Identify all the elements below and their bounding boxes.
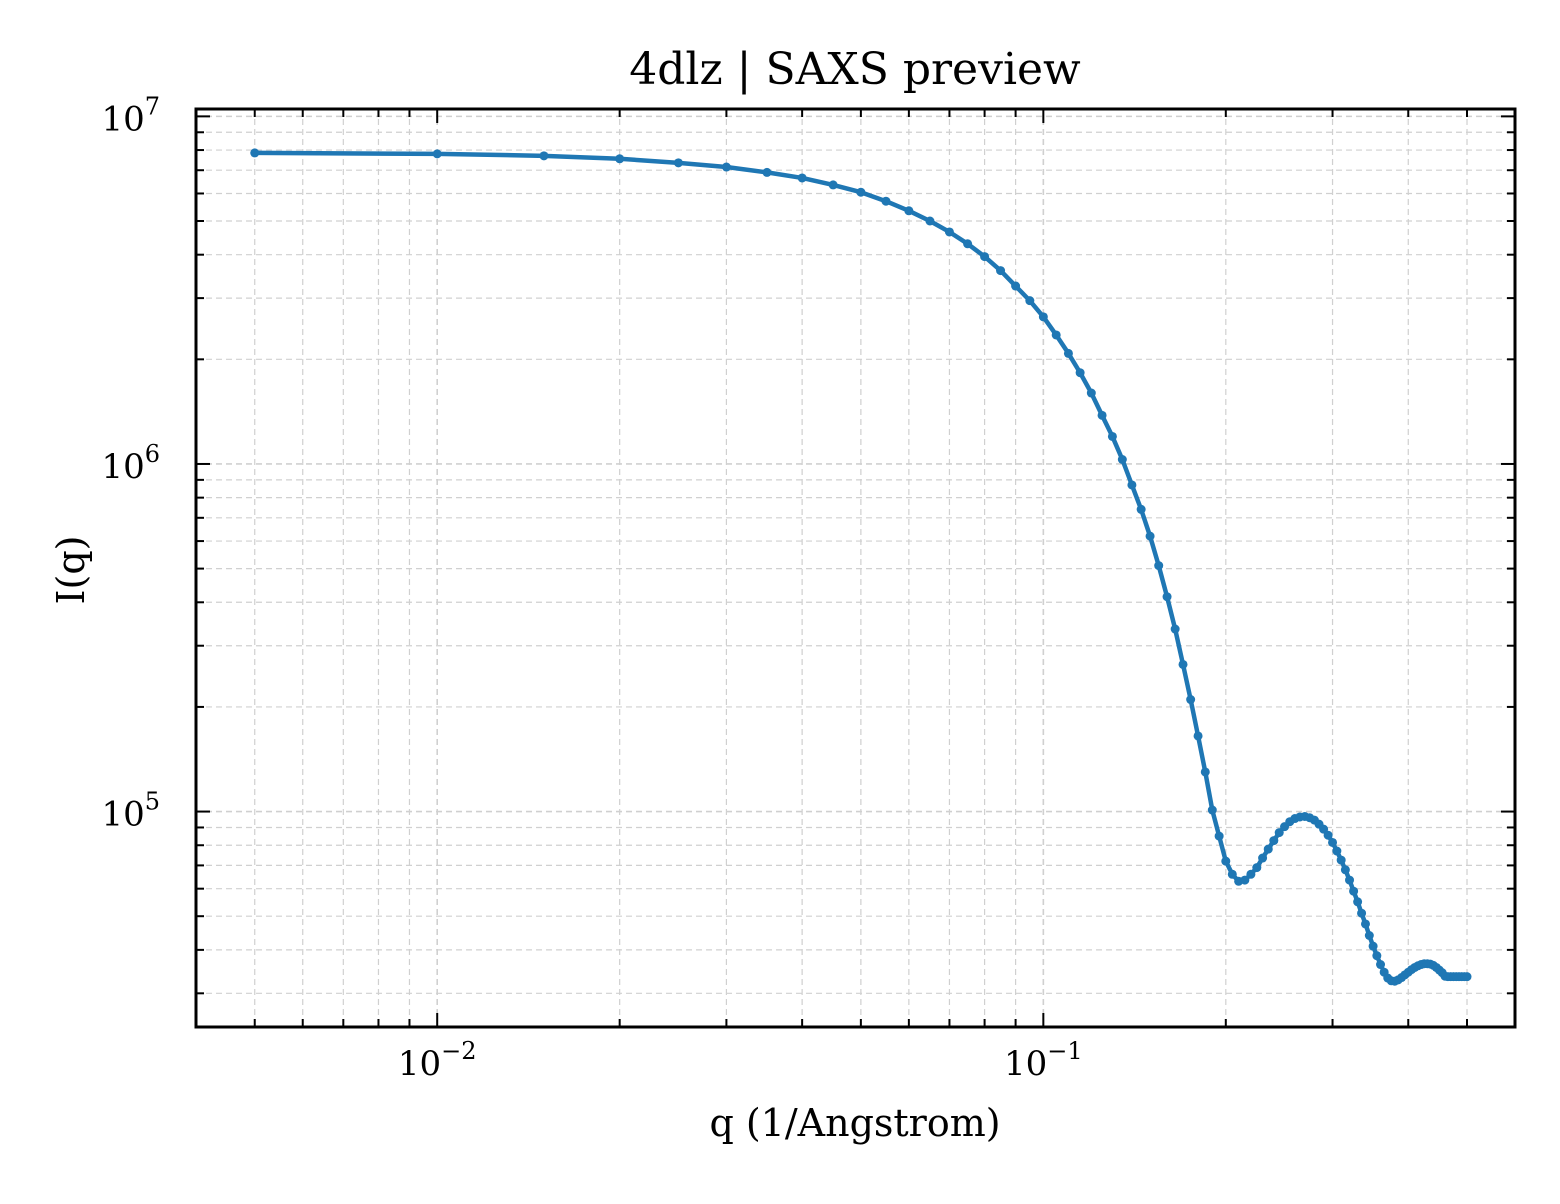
data-point <box>1127 480 1137 490</box>
x-tick-label: 10−1 <box>1004 1037 1083 1084</box>
data-point <box>1368 941 1378 951</box>
x-axis-label: q (1/Angstrom) <box>709 1101 1000 1145</box>
data-point <box>1025 296 1035 306</box>
data-point <box>856 187 866 197</box>
data-point <box>1252 863 1262 873</box>
data-point <box>1162 592 1172 602</box>
data-point <box>1051 330 1061 340</box>
data-point <box>1086 388 1096 398</box>
y-tick-label: 105 <box>101 788 160 835</box>
data-point <box>797 173 807 183</box>
data-point <box>1263 844 1273 854</box>
data-point <box>432 149 442 159</box>
data-point <box>1107 431 1117 441</box>
data-point <box>1193 731 1203 741</box>
data-point <box>925 216 935 226</box>
data-point <box>615 154 625 164</box>
y-tick-label: 107 <box>101 92 160 139</box>
data-point <box>1340 865 1350 875</box>
data-point <box>1357 908 1367 918</box>
data-point <box>1154 561 1164 571</box>
data-point <box>944 227 954 237</box>
grid <box>195 109 1515 1027</box>
data-point <box>1269 836 1279 846</box>
data-point <box>1221 856 1231 866</box>
data-point <box>1178 659 1188 669</box>
data-point <box>1075 368 1085 378</box>
data-point <box>1376 960 1386 970</box>
data-point <box>1246 869 1256 879</box>
series-layer <box>250 148 1472 986</box>
data-point <box>904 206 914 216</box>
data-point <box>1372 951 1382 961</box>
data-point <box>1240 875 1250 885</box>
data-point <box>1323 830 1333 840</box>
data-point <box>1353 897 1363 907</box>
data-point <box>250 148 260 158</box>
data-point <box>996 266 1006 276</box>
data-point <box>1117 455 1127 465</box>
data-point <box>1462 972 1472 982</box>
x-tick-label: 10−2 <box>398 1037 477 1084</box>
data-point <box>1038 312 1048 322</box>
data-point <box>1227 869 1237 879</box>
data-point <box>980 252 990 262</box>
data-point <box>1274 828 1284 838</box>
data-point <box>1328 837 1338 847</box>
data-point <box>1207 805 1217 815</box>
data-point <box>539 151 549 161</box>
data-point <box>1186 695 1196 705</box>
data-point <box>1136 504 1146 514</box>
chart-title: 4dlz | SAXS preview <box>629 44 1081 95</box>
y-axis-label: I(q) <box>49 536 93 605</box>
data-point <box>1332 846 1342 856</box>
data-point <box>963 239 973 249</box>
data-point <box>1214 831 1224 841</box>
data-point <box>1200 767 1210 777</box>
data-point <box>881 196 891 206</box>
data-point <box>1258 853 1268 863</box>
data-point <box>1097 410 1107 420</box>
data-point <box>721 162 731 172</box>
y-tick-label: 106 <box>101 440 160 487</box>
data-point <box>1063 348 1073 358</box>
data-point <box>1336 855 1346 865</box>
data-point <box>1364 930 1374 940</box>
data-point <box>1145 531 1155 541</box>
data-point <box>1345 875 1355 885</box>
data-point <box>1170 624 1180 634</box>
data-point <box>762 167 772 177</box>
data-point <box>673 158 683 168</box>
data-point <box>828 180 838 190</box>
data-point <box>1360 919 1370 929</box>
ticks: 10−2 10−1 105 106 107 <box>101 92 1515 1084</box>
data-point <box>1011 281 1021 291</box>
data-point <box>1349 886 1359 896</box>
